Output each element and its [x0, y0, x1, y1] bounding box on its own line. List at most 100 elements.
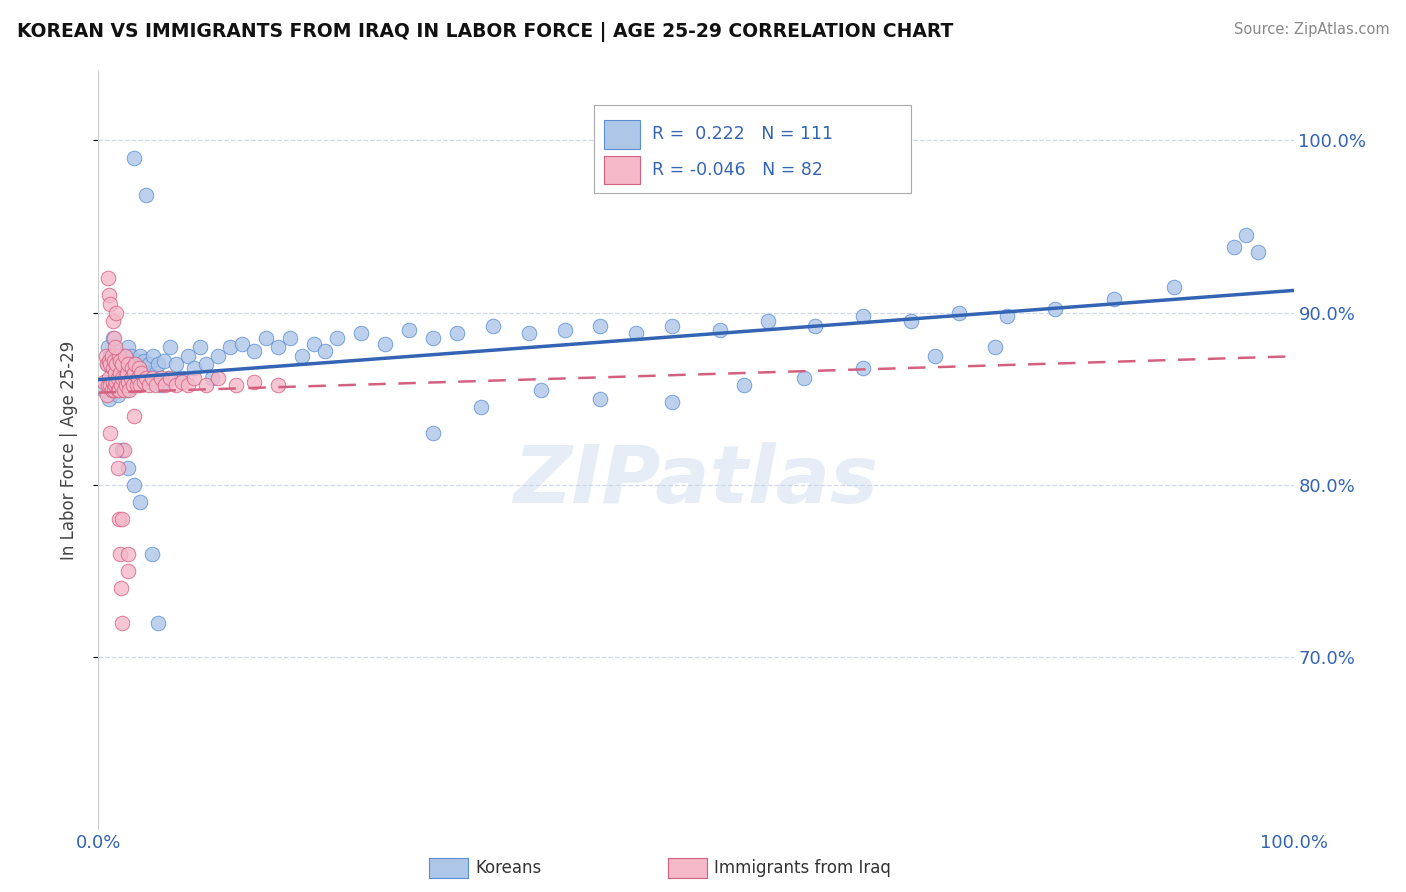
Point: [1163, 279, 1185, 293]
Point: [105, 383, 128, 397]
Point: [108, 547, 131, 561]
Point: [117, 375, 139, 389]
Point: [1104, 292, 1126, 306]
Point: [114, 357, 136, 371]
Point: [104, 366, 127, 380]
Point: [107, 349, 129, 363]
Point: [117, 357, 139, 371]
Point: [195, 357, 218, 371]
Point: [110, 582, 132, 596]
Point: [422, 331, 444, 345]
Point: [107, 383, 129, 397]
Point: [124, 366, 146, 380]
Text: Koreans: Koreans: [475, 859, 541, 877]
Point: [149, 378, 172, 392]
Point: [93, 375, 115, 389]
Point: [141, 371, 163, 385]
Point: [422, 426, 444, 441]
Point: [145, 366, 167, 380]
Point: [530, 383, 553, 397]
Point: [1043, 302, 1066, 317]
Point: [132, 375, 155, 389]
Point: [110, 378, 132, 392]
Point: [756, 314, 779, 328]
Point: [124, 409, 146, 423]
Point: [470, 401, 492, 415]
Point: [172, 375, 194, 389]
Point: [114, 371, 136, 385]
Text: Immigrants from Iraq: Immigrants from Iraq: [714, 859, 891, 877]
Point: [148, 615, 170, 630]
Point: [139, 375, 162, 389]
Point: [127, 371, 149, 385]
Point: [398, 323, 420, 337]
Point: [278, 331, 301, 345]
FancyBboxPatch shape: [595, 105, 911, 193]
Point: [207, 349, 229, 363]
Point: [96, 388, 118, 402]
Point: [122, 378, 145, 392]
Bar: [605, 155, 640, 185]
Point: [104, 343, 127, 358]
Point: [124, 378, 146, 392]
Point: [107, 388, 129, 402]
Point: [207, 371, 229, 385]
Point: [120, 371, 142, 385]
Point: [127, 354, 149, 368]
Point: [326, 331, 349, 345]
Point: [138, 357, 160, 371]
Point: [159, 371, 181, 385]
Point: [98, 378, 122, 392]
Point: [135, 366, 157, 380]
Point: [128, 360, 150, 375]
Point: [984, 340, 1007, 354]
Point: [104, 378, 127, 392]
Point: [100, 383, 122, 397]
Point: [100, 349, 122, 363]
Text: R = -0.046   N = 82: R = -0.046 N = 82: [652, 161, 823, 179]
Point: [302, 336, 325, 351]
Point: [101, 375, 124, 389]
Point: [125, 378, 148, 392]
Point: [481, 319, 505, 334]
Point: [124, 478, 146, 492]
Point: [118, 383, 141, 397]
Point: [1234, 228, 1257, 243]
Point: [195, 378, 218, 392]
Point: [112, 383, 135, 397]
Point: [117, 460, 139, 475]
Point: [243, 343, 266, 358]
Point: [105, 305, 128, 319]
Point: [94, 349, 117, 363]
Point: [112, 443, 135, 458]
Point: [118, 371, 141, 385]
Point: [101, 360, 124, 375]
Point: [98, 354, 121, 368]
Point: [626, 326, 648, 341]
Point: [948, 305, 970, 319]
Point: [97, 340, 120, 354]
Point: [661, 319, 683, 334]
Point: [111, 615, 134, 630]
Point: [231, 336, 253, 351]
Point: [165, 378, 187, 392]
Point: [589, 319, 612, 334]
Point: [98, 288, 121, 302]
Point: [138, 378, 160, 392]
Point: [105, 357, 128, 371]
Point: [101, 331, 124, 345]
Point: [105, 375, 128, 389]
Point: [108, 381, 131, 395]
Point: [115, 366, 138, 380]
Y-axis label: In Labor Force | Age 25-29: In Labor Force | Age 25-29: [59, 341, 77, 560]
Point: [103, 383, 125, 397]
Point: [114, 349, 136, 363]
Point: [852, 360, 875, 375]
Point: [124, 357, 146, 371]
Point: [350, 326, 373, 341]
Point: [107, 366, 129, 380]
Point: [121, 360, 143, 375]
Point: [115, 383, 138, 397]
Point: [93, 383, 115, 397]
Point: [900, 314, 922, 328]
